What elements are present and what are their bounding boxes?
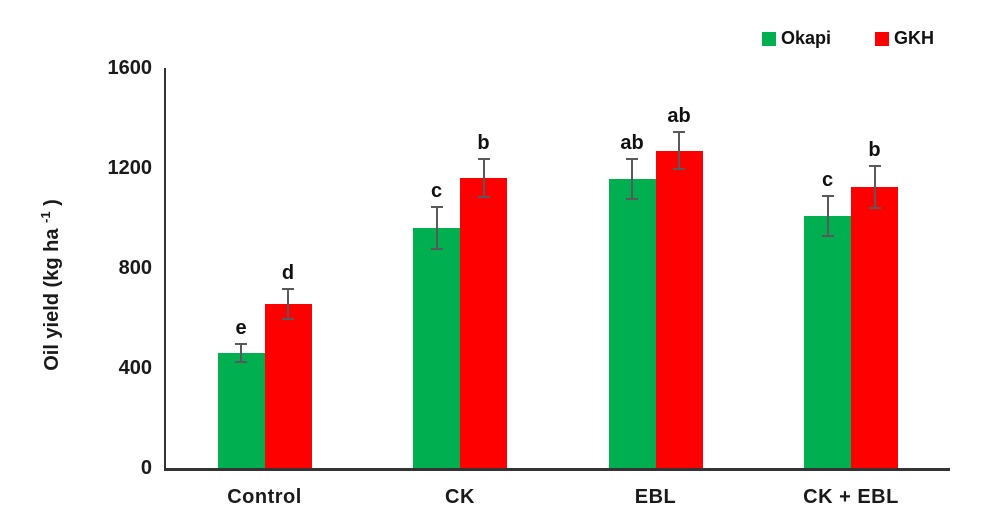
legend-swatch-gkh (875, 31, 890, 46)
y-tick-label: 1200 (107, 157, 153, 179)
significance-letter: c (821, 168, 834, 191)
y-tick-label: 1600 (107, 57, 153, 79)
error-bar-bottom-cap (868, 207, 881, 209)
significance-letter: d (281, 262, 295, 285)
y-tick-label: 0 (140, 457, 152, 479)
bar-okapi-ck (413, 228, 460, 468)
error-bar-top-cap (477, 158, 490, 161)
x-category-label: Control (227, 486, 302, 508)
error-bar-bottom-cap (235, 360, 247, 363)
significance-letter: c (430, 179, 443, 202)
error-bar-top-cap (626, 158, 638, 161)
x-category-label: CK + EBL (803, 486, 899, 508)
error-bar-bottom-cap (626, 198, 638, 201)
error-bar-bottom-cap (673, 168, 685, 171)
error-bar-top-cap (282, 288, 294, 291)
error-bar-line (678, 131, 680, 170)
legend-item-gkh: GKH (875, 28, 934, 49)
error-bar-top-cap (235, 343, 247, 346)
legend-item-okapi: Okapi (762, 28, 831, 49)
bar-gkh-control (264, 304, 312, 468)
error-bar-top-cap (868, 164, 881, 167)
x-axis-line (164, 468, 950, 471)
y-axis-title-close: ) (40, 199, 63, 212)
error-bar-line (631, 159, 633, 200)
y-tick-label: 400 (118, 357, 152, 379)
legend-label: Okapi (781, 28, 832, 48)
error-bar-line (482, 159, 485, 197)
y-axis-title: Oil yield (kg ha -1 ) (38, 199, 64, 371)
y-axis-line (164, 68, 166, 471)
error-bar-line (435, 206, 438, 250)
chart-legend: Okapi GKH (762, 28, 934, 49)
legend-swatch-okapi (762, 31, 776, 46)
error-bar-line (826, 195, 829, 236)
error-bar-line (240, 344, 242, 362)
error-bar-bottom-cap (282, 318, 294, 321)
bar-okapi-control (217, 353, 265, 468)
x-category-label: EBL (634, 486, 677, 508)
y-axis-title-superscript: -1 (38, 211, 54, 223)
significance-letter: ab (667, 104, 691, 127)
legend-label: GKH (894, 28, 935, 48)
error-bar-line (287, 289, 289, 320)
y-tick-label: 800 (118, 257, 152, 279)
significance-letter: b (477, 132, 490, 155)
significance-letter: e (235, 317, 247, 340)
bar-gkh-ckebl (851, 186, 898, 468)
significance-letter: ab (620, 132, 644, 155)
y-axis-title-text: Oil yield (kg ha (40, 222, 63, 371)
error-bar-bottom-cap (430, 248, 443, 251)
bar-okapi-ebl (608, 179, 656, 468)
bar-gkh-ck (460, 178, 507, 468)
error-bar-top-cap (673, 130, 685, 133)
bar-okapi-ckebl (804, 215, 851, 468)
x-category-label: CK (445, 486, 475, 508)
error-bar-top-cap (430, 205, 443, 208)
error-bar-bottom-cap (477, 195, 490, 198)
error-bar-top-cap (821, 194, 834, 197)
bar-gkh-ebl (655, 150, 703, 468)
error-bar-line (873, 165, 876, 208)
error-bar-bottom-cap (821, 234, 834, 237)
significance-letter: b (868, 138, 881, 161)
